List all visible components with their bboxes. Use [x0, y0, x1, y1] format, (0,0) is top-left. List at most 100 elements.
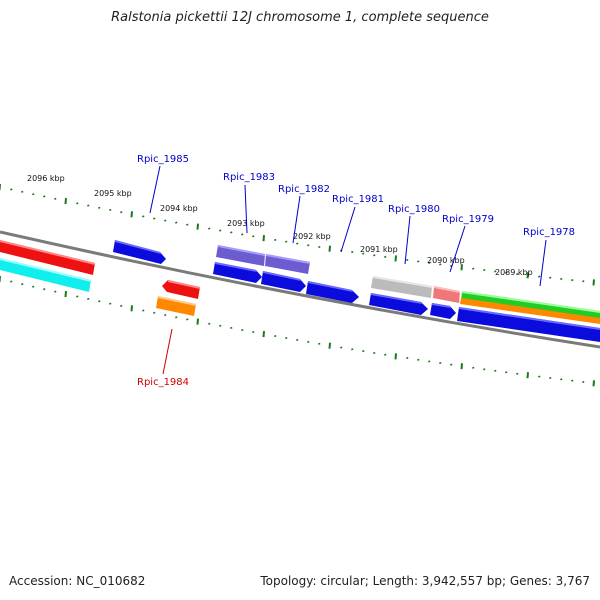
gene-rpic-1984-red[interactable] [162, 280, 200, 299]
minor-tick [582, 380, 585, 384]
gene-label-rpic-1979[interactable]: Rpic_1979 [442, 214, 494, 225]
minor-tick [10, 280, 13, 283]
minor-tick [483, 268, 486, 272]
minor-tick [560, 378, 563, 381]
minor-tick [439, 361, 442, 365]
minor-tick [252, 330, 255, 334]
chromosome-backbone [0, 230, 600, 349]
major-tick [196, 318, 199, 325]
minor-tick [219, 324, 222, 327]
minor-tick [417, 358, 420, 361]
minor-tick [538, 375, 541, 378]
major-tick [196, 223, 199, 230]
minor-tick [560, 277, 563, 281]
gene-blue-arrow-3[interactable] [369, 293, 428, 315]
label-leaders [149, 165, 547, 375]
minor-tick [538, 275, 541, 278]
gene-label-rpic-1978[interactable]: Rpic_1978 [523, 227, 575, 238]
minor-tick [98, 206, 101, 209]
gene-label-rpic-1982[interactable]: Rpic_1982 [278, 184, 330, 195]
kbp-label-2091: 2091 kbp [360, 245, 398, 254]
minor-tick [318, 245, 321, 249]
gene-blue-arrow-1[interactable] [213, 262, 262, 283]
minor-tick [230, 326, 233, 330]
minor-tick [373, 254, 376, 257]
minor-tick [428, 360, 431, 363]
major-tick [460, 363, 463, 370]
minor-tick [384, 353, 387, 356]
gene-label-rpic-1985[interactable]: Rpic_1985 [137, 154, 189, 165]
minor-tick [43, 195, 46, 198]
gene-rpic-1985[interactable] [113, 240, 166, 264]
minor-tick [582, 280, 585, 283]
minor-tick [120, 211, 123, 214]
major-tick [130, 305, 133, 312]
minor-tick [164, 313, 167, 317]
minor-tick [274, 238, 277, 242]
major-tick [394, 353, 397, 360]
minor-tick [296, 242, 299, 245]
gene-label-rpic-1983[interactable]: Rpic_1983 [223, 172, 275, 183]
minor-tick [516, 272, 519, 276]
minor-tick [21, 190, 24, 193]
accession-text: Accession: NC_010682 [9, 574, 146, 588]
gene-label-rpic-1981[interactable]: Rpic_1981 [332, 194, 384, 205]
gene-blue-arrow-2[interactable] [261, 271, 306, 292]
major-tick [64, 198, 67, 205]
minor-tick [164, 219, 167, 222]
minor-tick [450, 363, 453, 366]
gene-label-rpic-1980[interactable]: Rpic_1980 [388, 204, 440, 215]
lower-tick-ring [0, 276, 595, 387]
major-tick [460, 264, 463, 271]
minor-tick [43, 288, 46, 291]
kbp-label-2092: 2092 kbp [293, 232, 331, 241]
minor-tick [32, 285, 35, 288]
minor-tick [483, 368, 486, 371]
minor-tick [351, 348, 354, 351]
minor-tick [516, 372, 519, 375]
major-tick [592, 279, 595, 286]
minor-tick [241, 233, 244, 236]
major-tick [262, 235, 265, 242]
feature-orange-band[interactable] [460, 298, 600, 324]
genome-summary: Topology: circular; Length: 3,942,557 bp… [260, 574, 590, 588]
minor-tick [87, 204, 90, 207]
kbp-label-2089: 2089 kbp [495, 268, 533, 277]
upper-tick-ring [0, 184, 595, 286]
minor-tick [241, 328, 244, 332]
minor-tick [142, 309, 145, 312]
gene-label-rpic-1984[interactable]: Rpic_1984 [137, 377, 189, 388]
feature-red-band [0, 240, 95, 275]
minor-tick [208, 227, 211, 230]
major-tick [526, 272, 529, 279]
minor-tick [505, 271, 508, 274]
gene-blue-band-right[interactable] [457, 307, 600, 342]
minor-tick [21, 283, 24, 286]
minor-tick [494, 369, 497, 372]
gene-rpic-1980[interactable] [371, 276, 432, 298]
minor-tick [406, 258, 409, 262]
minor-tick [142, 215, 145, 218]
minor-tick [571, 379, 574, 382]
minor-tick [285, 240, 288, 243]
minor-tick [307, 244, 310, 247]
major-tick [130, 211, 133, 218]
gene-rpic-1984-orange[interactable] [156, 296, 196, 316]
minor-tick [285, 336, 288, 340]
minor-tick [472, 366, 475, 369]
gene-rpic-1979[interactable] [433, 286, 460, 303]
gene-rpic-1981[interactable] [306, 281, 359, 303]
minor-tick [175, 221, 178, 224]
gene-blue-arrow-4[interactable] [430, 303, 456, 319]
major-tick [592, 380, 595, 387]
minor-tick [406, 357, 409, 360]
major-tick [394, 255, 397, 262]
gene-rpic-1982[interactable] [265, 254, 310, 274]
minor-tick [417, 260, 420, 263]
minor-tick [362, 252, 365, 255]
minor-tick [362, 350, 365, 353]
major-tick [262, 330, 265, 338]
gene-rpic-1983[interactable] [216, 245, 265, 266]
minor-tick [428, 261, 431, 265]
